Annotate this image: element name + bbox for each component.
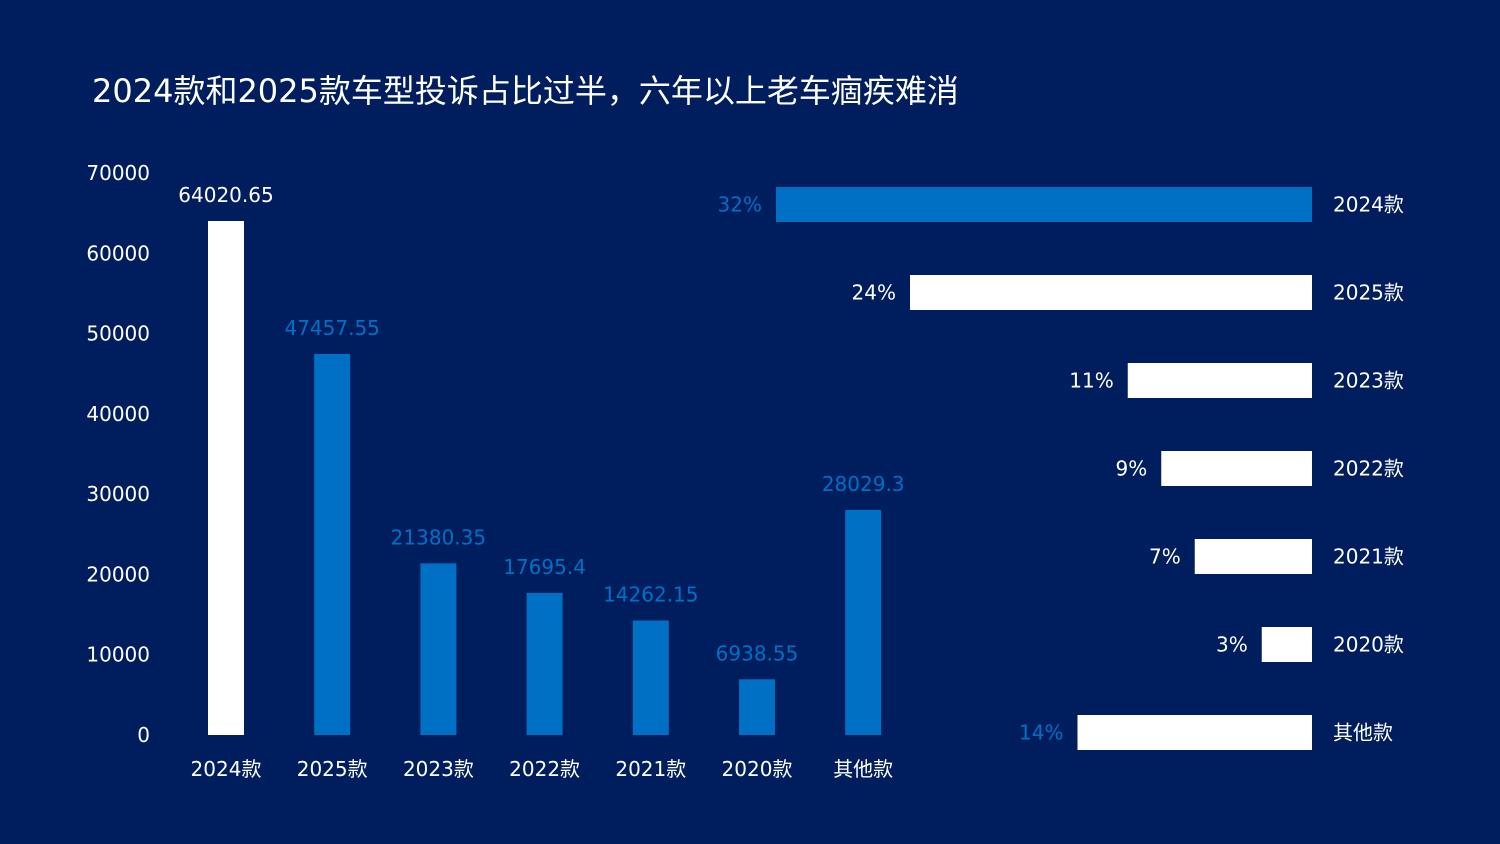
hbar-其他款	[1077, 715, 1312, 750]
page-title: 2024款和2025款车型投诉占比过半，六年以上老车痼疾难消	[92, 72, 959, 110]
hbar-2023款	[1127, 363, 1312, 398]
hbar-percent-label: 14%	[1019, 721, 1063, 745]
x-tick-label: 2022款	[509, 757, 580, 781]
y-tick-label: 60000	[86, 241, 150, 265]
bar-value-label: 47457.55	[284, 316, 379, 340]
bar-value-label: 64020.65	[178, 183, 273, 207]
hbar-2024款	[776, 187, 1312, 222]
bar-value-label: 21380.35	[391, 525, 486, 549]
hbar-category-label: 其他款	[1333, 721, 1393, 745]
hbar-category-label: 2024款	[1333, 193, 1404, 217]
x-tick-label: 2023款	[403, 757, 474, 781]
x-tick-label: 其他款	[833, 757, 893, 781]
hbar-percent-label: 11%	[1069, 369, 1113, 393]
x-tick-label: 2025款	[297, 757, 368, 781]
bar-value-label: 17695.4	[503, 555, 586, 579]
bar-其他款	[845, 509, 882, 735]
hbar-category-label: 2023款	[1333, 369, 1404, 393]
hbar-2025款	[910, 275, 1312, 310]
hbar-category-label: 2025款	[1333, 281, 1404, 305]
y-tick-label: 10000	[86, 643, 150, 667]
hbar-percent-label: 7%	[1149, 545, 1181, 569]
hbar-percent-label: 32%	[718, 193, 762, 217]
horizontal-bar-chart: 32% 2024款 24% 2025款 11% 2023款 9% 2022款 7% 2021款 3%…	[718, 187, 1404, 750]
bar-value-label: 28029.3	[822, 472, 905, 496]
y-tick-label: 20000	[86, 562, 150, 586]
x-tick-label: 2021款	[615, 757, 686, 781]
bar-value-label: 6938.55	[716, 641, 799, 665]
hbar-percent-label: 9%	[1116, 457, 1148, 481]
bar-2020款	[739, 679, 775, 735]
y-tick-label: 70000	[86, 161, 150, 185]
hbar-2021款	[1194, 539, 1312, 574]
bar-2025款	[314, 353, 351, 735]
y-tick-label: 40000	[86, 402, 150, 426]
bar-2021款	[632, 620, 669, 735]
bar-2024款	[208, 221, 244, 736]
hbar-category-label: 2020款	[1333, 633, 1404, 657]
bar-2022款	[526, 592, 563, 735]
y-tick-label: 50000	[86, 322, 150, 346]
bar-2023款	[420, 563, 457, 735]
hbar-percent-label: 24%	[852, 281, 896, 305]
y-tick-label: 30000	[86, 482, 150, 506]
hbar-category-label: 2022款	[1333, 457, 1404, 481]
vertical-bar-chart: 0 10000 20000 30000 40000 50000 60000 70000 6402…	[86, 161, 904, 781]
bar-value-label: 14262.15	[603, 582, 698, 606]
x-tick-label: 2024款	[191, 757, 262, 781]
hbar-2022款	[1161, 451, 1312, 486]
y-tick-label: 0	[137, 723, 150, 747]
hbar-percent-label: 3%	[1216, 633, 1248, 657]
hbar-category-label: 2021款	[1333, 545, 1404, 569]
x-tick-label: 2020款	[722, 757, 793, 781]
hbar-2020款	[1261, 627, 1312, 662]
